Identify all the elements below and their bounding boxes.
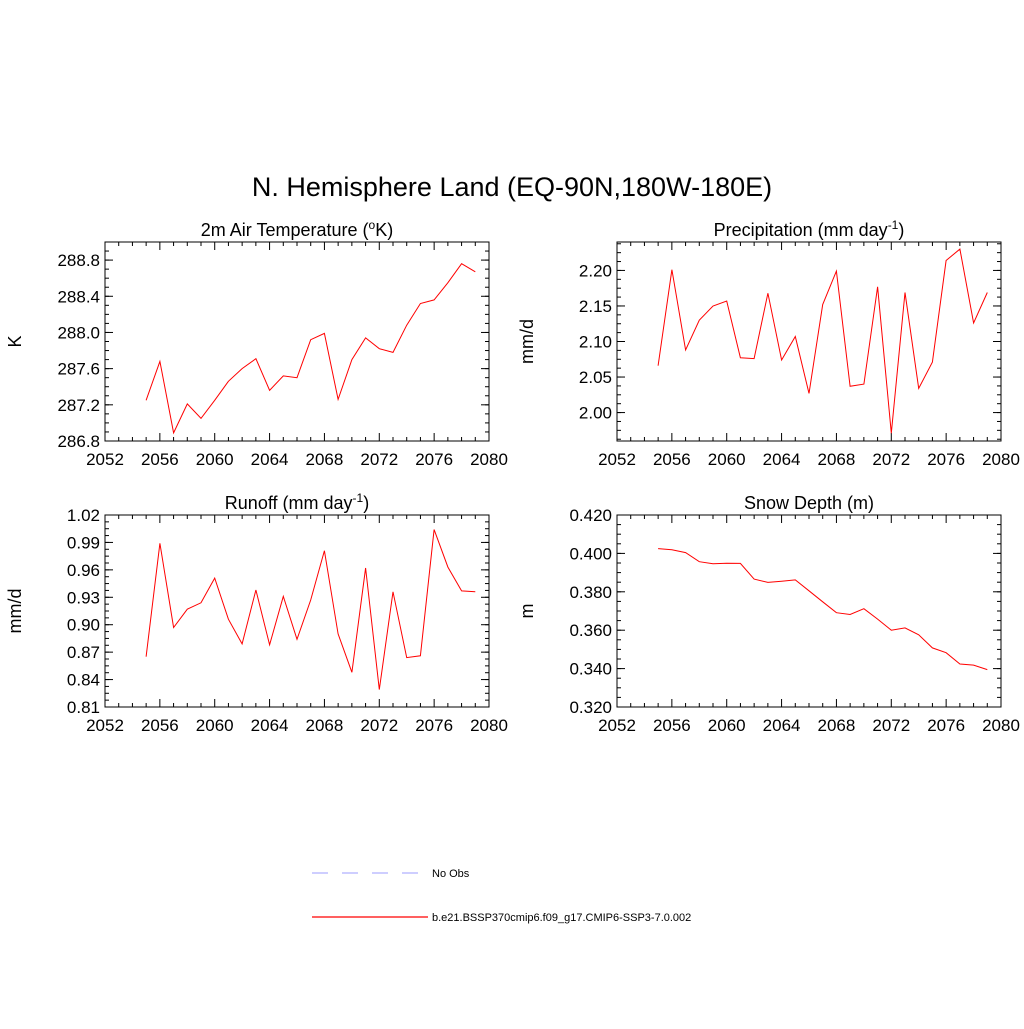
x-tick-label: 2056	[141, 450, 179, 469]
x-tick-label: 2052	[598, 450, 636, 469]
panel-title: Runoff (mm day-1)	[225, 491, 369, 513]
y-tick-label: 0.420	[569, 506, 612, 525]
panel-title-superscript: o	[369, 218, 376, 232]
chart-panel-4: Snow Depth (m) 2052 2056 2060 2064 2068 2072 20…	[517, 493, 1020, 735]
legend: No Obs b.e21.BSSP370cmip6.f09_g17.CMIP6-S…	[312, 868, 691, 924]
y-tick-label: 288.0	[57, 323, 100, 342]
y-tick-label: 0.380	[569, 583, 612, 602]
series-line-1	[657, 248, 988, 434]
series-line-1	[658, 548, 988, 671]
panel-title: Snow Depth (m)	[744, 493, 874, 513]
panel-title-text-end: K)	[375, 220, 393, 240]
plot-frame	[616, 241, 1002, 442]
panel-title: 2m Air Temperature (oK)	[201, 218, 393, 240]
x-tick-label: 2080	[470, 450, 508, 469]
chart-panel-1: 2m Air Temperature (oK) 2052 2056 2060 2064 2…	[5, 218, 508, 469]
x-tick-label: 2060	[196, 450, 234, 469]
y-tick-label: 288.4	[57, 287, 100, 306]
series-line-1	[145, 529, 476, 690]
panel-title-text: 2m Air Temperature (	[201, 220, 369, 240]
x-tick-label: 2064	[251, 716, 289, 735]
x-tick-label: 2076	[415, 450, 453, 469]
x-tick-label: 2068	[306, 450, 344, 469]
x-tick-label: 2068	[306, 716, 344, 735]
chart-panels: 2m Air Temperature (oK)2052 2056 2060 2064 2…	[5, 218, 1020, 735]
panel-title-superscript: -1	[353, 491, 364, 505]
panel-title-superscript: -1	[888, 218, 899, 232]
series-line-1	[145, 263, 476, 435]
x-tick-label: 2080	[982, 716, 1020, 735]
x-tick-label: 2076	[927, 450, 965, 469]
x-tick-label: 2072	[360, 450, 398, 469]
plot-frame	[104, 514, 490, 708]
x-tick-label: 2068	[818, 450, 856, 469]
x-tick-label: 2064	[763, 716, 801, 735]
x-tick-label: 2052	[598, 716, 636, 735]
panel-title-text-end: )	[898, 220, 904, 240]
x-tick-label: 2052	[86, 450, 124, 469]
y-axis-label: m	[517, 604, 537, 619]
chart-panel-2: Precipitation (mm day-1) 2052 2056 2060 2064…	[517, 218, 1020, 469]
plot-frame	[616, 514, 1002, 708]
y-tick-label: 2.10	[579, 333, 612, 352]
x-tick-label: 2072	[872, 716, 910, 735]
panel-title-text: Snow Depth (m)	[744, 493, 874, 513]
x-tick-label: 2072	[360, 716, 398, 735]
x-tick-label: 2064	[251, 450, 289, 469]
x-tick-label: 2072	[872, 450, 910, 469]
y-tick-label: 0.96	[67, 561, 100, 580]
y-axis-label: K	[5, 335, 25, 347]
x-tick-label: 2080	[470, 716, 508, 735]
x-tick-label: 2080	[982, 450, 1020, 469]
panel-title-text: Runoff (mm day	[225, 493, 353, 513]
y-axis-label: mm/d	[5, 589, 25, 634]
x-tick-label: 2064	[763, 450, 801, 469]
page-title: N. Hemisphere Land (EQ-90N,180W-180E)	[252, 172, 772, 202]
x-tick-label: 2056	[653, 716, 691, 735]
chart-panel-3: Runoff (mm day-1) 2052 2056 2060 2064 2068 207…	[5, 491, 508, 735]
y-tick-label: 0.84	[67, 671, 100, 690]
x-tick-label: 2076	[927, 716, 965, 735]
x-tick-label: 2052	[86, 716, 124, 735]
y-tick-label: 0.99	[67, 533, 100, 552]
x-tick-label: 2060	[196, 716, 234, 735]
y-tick-label: 287.6	[57, 360, 100, 379]
x-tick-label: 2060	[708, 450, 746, 469]
x-tick-label: 2076	[415, 716, 453, 735]
legend-label-2: b.e21.BSSP370cmip6.f09_g17.CMIP6-SSP3-7.…	[432, 912, 691, 924]
y-tick-label: 2.15	[579, 297, 612, 316]
x-tick-label: 2056	[141, 716, 179, 735]
panel-title: Precipitation (mm day-1)	[714, 218, 905, 240]
legend-label-1: No Obs	[432, 868, 470, 880]
y-tick-label: 0.93	[67, 588, 100, 607]
y-tick-label: 0.340	[569, 660, 612, 679]
x-tick-label: 2060	[708, 716, 746, 735]
y-tick-label: 0.81	[67, 698, 100, 717]
y-tick-label: 2.00	[579, 404, 612, 423]
y-tick-label: 286.8	[57, 432, 100, 451]
x-tick-label: 2056	[653, 450, 691, 469]
y-tick-label: 0.90	[67, 616, 100, 635]
y-tick-label: 0.360	[569, 621, 612, 640]
y-tick-label: 288.8	[57, 251, 100, 270]
plot-frame	[104, 241, 490, 442]
y-tick-label: 2.05	[579, 368, 612, 387]
y-axis-label: mm/d	[517, 319, 537, 364]
y-tick-label: 2.20	[579, 261, 612, 280]
panel-title-text-end: )	[363, 493, 369, 513]
y-tick-label: 0.400	[569, 544, 612, 563]
y-tick-label: 287.2	[57, 396, 100, 415]
y-tick-label: 0.87	[67, 643, 100, 662]
y-tick-label: 0.320	[569, 698, 612, 717]
y-tick-label: 1.02	[67, 506, 100, 525]
x-tick-label: 2068	[818, 716, 856, 735]
panel-title-text: Precipitation (mm day	[714, 220, 888, 240]
